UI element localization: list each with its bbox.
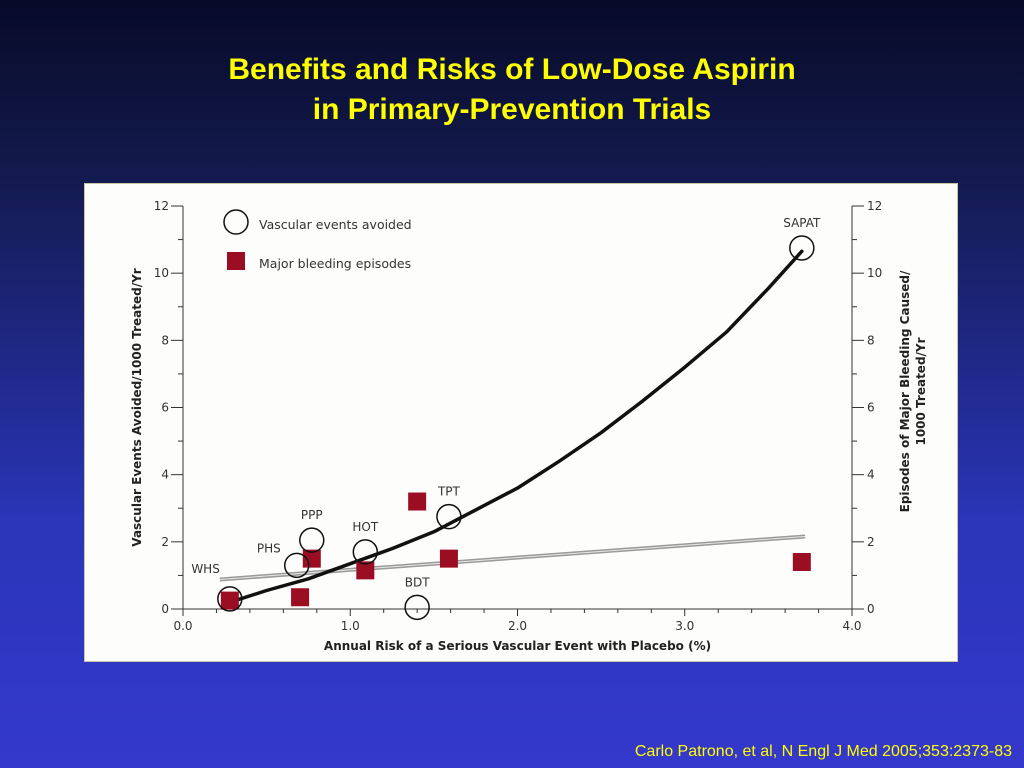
point-label-phs: PHS: [257, 541, 281, 555]
point-label-bdt: BDT: [405, 575, 430, 589]
x-tick-label-0: 0.0: [173, 619, 192, 633]
y-tick-label-right-3: 6: [867, 401, 875, 415]
y-axis-title-right-line2: 1000 Treated/Yr: [914, 337, 928, 445]
vascular-marker-ppp: [299, 527, 325, 553]
y-tick-label-right-6: 12: [867, 199, 882, 213]
y-tick-label-left-4: 8: [161, 333, 169, 347]
point-label-ppp: PPP: [301, 508, 323, 522]
vascular-marker-phs: [283, 552, 310, 579]
y-tick-label-right-0: 0: [867, 602, 875, 616]
x-tick-label-3: 3.0: [675, 619, 694, 633]
bleeding-marker-4: [408, 492, 427, 511]
bleeding-marker-3: [356, 561, 375, 580]
bleeding-trend-line-highlight: [219, 535, 806, 580]
bleeding-marker-2: [302, 549, 321, 568]
chart-panel: 0 0 2 2 4 4 6 6 8 8 10 10 12 12 0.0 1.0 2.0 3.0 4.0 Annual …: [84, 183, 958, 662]
chart-svg: 0 0 2 2 4 4 6 6 8 8 10 10 12 12 0.0 1.0 2.0 3.0 4.0 Annual …: [130, 199, 928, 653]
y-tick-label-left-1: 2: [161, 535, 169, 549]
slide-title-line1: Benefits and Risks of Low-Dose Aspirin: [228, 53, 796, 86]
vascular-marker-sapat: [789, 235, 815, 261]
point-label-tpt: TPT: [437, 485, 461, 499]
point-label-hot: HOT: [352, 520, 378, 534]
x-tick-label-1: 1.0: [341, 619, 360, 633]
y-tick-label-left-0: 0: [161, 602, 169, 616]
y-tick-label-right-5: 10: [867, 266, 882, 280]
y-tick-label-left-6: 12: [154, 199, 169, 213]
y-tick-label-right-1: 2: [867, 535, 875, 549]
vascular-marker-whs: [217, 586, 243, 612]
bleeding-marker-5: [439, 549, 458, 568]
x-tick-label-2: 2.0: [508, 619, 527, 633]
y-tick-label-left-3: 6: [161, 401, 169, 415]
point-label-whs: WHS: [191, 562, 220, 576]
bleeding-marker-6: [792, 552, 811, 571]
vascular-trend-curve: [228, 249, 804, 605]
citation: Carlo Patrono, et al, N Engl J Med 2005;…: [634, 743, 1012, 760]
y-tick-label-left-5: 10: [154, 266, 169, 280]
legend-bleeding-label: Major bleeding episodes: [259, 256, 411, 271]
y-tick-label-right-2: 4: [867, 468, 875, 482]
y-axis-title-left: Vascular Events Avoided/1000 Treated/Yr: [130, 268, 144, 546]
point-label-sapat: SAPAT: [783, 216, 821, 230]
legend-bleeding-marker: [227, 252, 245, 270]
bleeding-marker-0: [220, 591, 239, 610]
y-tick-label-right-4: 8: [867, 333, 875, 347]
legend-vascular-label: Vascular events avoided: [259, 217, 412, 232]
x-tick-label-4: 4.0: [842, 619, 861, 633]
slide-title-line2: in Primary-Prevention Trials: [312, 93, 712, 126]
y-axis-title-right-line1: Episodes of Major Bleeding Caused/: [898, 270, 912, 512]
slide-title: Benefits and Risks of Low-Dose Aspirin i…: [0, 50, 1024, 130]
legend-vascular-marker: [223, 209, 249, 235]
bleeding-marker-1: [291, 588, 310, 607]
vascular-marker-bdt: [404, 594, 430, 621]
vascular-marker-tpt: [436, 503, 462, 530]
vascular-marker-hot: [352, 539, 379, 565]
x-axis-title: Annual Risk of a Serious Vascular Event …: [324, 639, 711, 653]
y-tick-label-left-2: 4: [161, 468, 169, 482]
